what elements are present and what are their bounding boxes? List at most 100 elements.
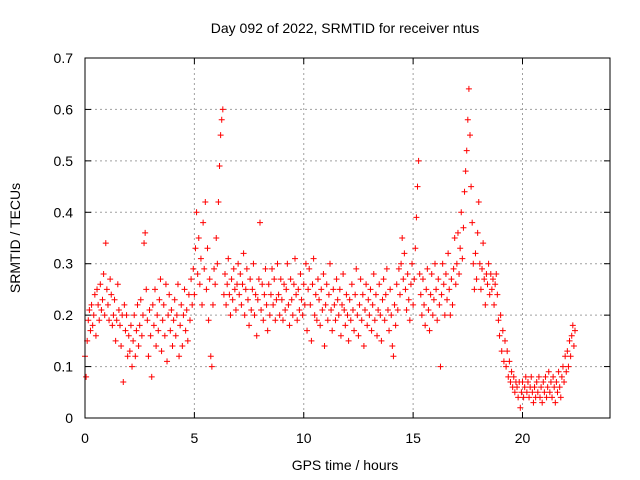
data-point [502, 337, 508, 344]
data-point [426, 327, 433, 334]
data-point [260, 317, 267, 324]
data-point [288, 296, 295, 303]
data-point [489, 276, 496, 283]
data-point [435, 276, 442, 283]
data-point [106, 317, 113, 324]
data-point [453, 260, 460, 267]
data-point [317, 322, 324, 329]
data-point [234, 281, 241, 288]
data-point [342, 322, 349, 329]
data-point [220, 291, 227, 298]
data-point [366, 312, 373, 319]
data-point [89, 322, 96, 329]
data-point [332, 317, 339, 324]
data-point [356, 301, 363, 308]
data-point [230, 265, 237, 272]
data-point [445, 250, 452, 257]
data-point [397, 291, 403, 298]
data-point [217, 132, 224, 139]
data-point [518, 389, 525, 396]
data-point [500, 358, 507, 365]
data-point [110, 312, 117, 319]
data-point [251, 312, 258, 319]
data-point [294, 317, 301, 324]
data-point [104, 301, 111, 308]
plot-frame [84, 57, 611, 419]
data-point [138, 332, 145, 339]
data-point [405, 296, 412, 303]
data-point [120, 379, 127, 385]
data-point [238, 301, 245, 308]
data-point [271, 276, 278, 283]
data-point [555, 368, 562, 375]
data-point [499, 327, 506, 334]
data-point [272, 317, 279, 324]
data-point [333, 276, 340, 283]
data-point [267, 291, 274, 298]
data-point [497, 312, 504, 319]
data-point [145, 353, 152, 360]
data-point [176, 353, 183, 360]
data-point [124, 353, 131, 360]
data-point [403, 307, 410, 313]
data-point [239, 281, 246, 288]
data-point [183, 307, 190, 313]
data-point [507, 379, 514, 385]
data-point [438, 291, 445, 298]
data-point [367, 286, 374, 293]
data-point [206, 276, 213, 283]
data-point [282, 307, 289, 313]
x-axis-label: GPS time / hours [292, 457, 399, 473]
x-tick-label: 20 [515, 430, 531, 446]
data-point [243, 265, 250, 272]
data-point [422, 322, 429, 329]
data-point [189, 301, 196, 308]
data-point [474, 229, 481, 236]
data-point [194, 271, 201, 277]
data-point [415, 157, 422, 164]
data-point [304, 327, 311, 334]
data-point [161, 332, 168, 339]
data-point [92, 332, 99, 339]
data-point [285, 301, 292, 308]
data-point [222, 271, 228, 277]
chart-title: Day 092 of 2022, SRMTID for receiver ntu… [211, 20, 479, 36]
data-point [91, 291, 98, 298]
data-point [159, 317, 166, 324]
data-point [566, 337, 573, 344]
data-point [107, 276, 114, 283]
data-point [136, 322, 143, 329]
data-point [331, 301, 338, 308]
data-point [137, 296, 144, 303]
data-point [565, 363, 572, 370]
data-point [123, 312, 130, 319]
data-point [488, 286, 495, 293]
data-point [263, 301, 270, 308]
data-point [380, 276, 387, 283]
data-point [292, 255, 298, 262]
data-point [492, 281, 499, 288]
data-point [325, 291, 332, 298]
data-point [134, 301, 141, 308]
data-point [231, 286, 238, 293]
data-point [109, 322, 116, 329]
data-point [310, 255, 317, 262]
data-point [192, 245, 199, 252]
data-point [83, 373, 90, 380]
data-point [156, 296, 163, 303]
x-tick-label: 0 [81, 430, 89, 446]
data-point [444, 296, 451, 303]
data-point [250, 260, 257, 267]
data-point [369, 301, 376, 308]
data-point [352, 291, 359, 298]
data-point [216, 163, 223, 169]
data-point [381, 317, 388, 324]
y-axis-label: SRMTID / TECUs [7, 183, 23, 293]
data-point [190, 265, 197, 272]
data-point [143, 286, 150, 293]
data-point [118, 343, 125, 349]
data-point [460, 224, 467, 231]
data-point [293, 291, 300, 298]
data-point [153, 343, 160, 349]
data-point [469, 219, 476, 226]
